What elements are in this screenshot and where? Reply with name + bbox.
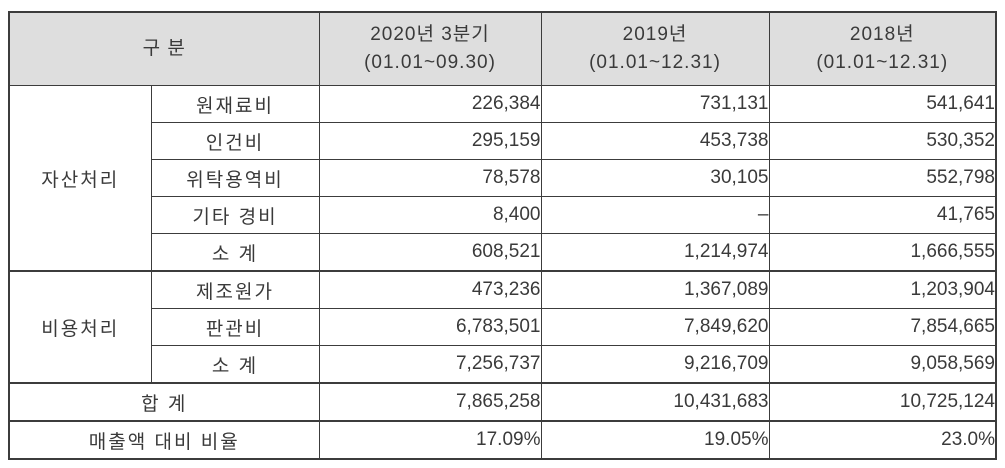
value-cell: 9,058,569: [768, 345, 997, 384]
value-cell: 1,214,974: [540, 233, 770, 272]
ratio-value-cell: 23.0%: [768, 420, 997, 460]
ratio-value-cell: 17.09%: [318, 420, 542, 460]
item-cell: 소 계: [150, 233, 320, 272]
period-title: 2018년: [849, 23, 915, 45]
total-value-cell: 10,725,124: [768, 382, 997, 422]
value-cell: 7,256,737: [318, 345, 542, 384]
header-period-2019: 2019년 (01.01~12.31): [540, 11, 770, 86]
value-cell: 9,216,709: [540, 345, 770, 384]
value-cell: 7,849,620: [540, 308, 770, 346]
table-header: 구 분 2020년 3분기 (01.01~09.30) 2019년 (01.01…: [8, 11, 997, 86]
header-period-2020: 2020년 3분기 (01.01~09.30): [318, 11, 542, 86]
table-row-subtotal: 소 계 7,256,737 9,216,709 9,058,569: [9, 345, 997, 384]
table-row: 비용처리 제조원가 473,236 1,367,089 1,203,904: [8, 270, 997, 384]
value-cell: 226,384: [318, 85, 542, 123]
period-range: (01.01~09.30): [364, 52, 496, 73]
table-row: 위탁용역비 78,578 30,105 552,798: [9, 159, 997, 197]
item-cell: 판관비: [150, 308, 320, 346]
total-value-cell: 7,865,258: [318, 382, 542, 422]
item-cell: 소 계: [150, 345, 320, 384]
value-cell: 41,765: [768, 196, 997, 234]
ratio-value-cell: 19.05%: [540, 420, 770, 460]
value-cell: 530,352: [768, 122, 997, 160]
header-category-label: 구 분: [142, 37, 186, 59]
item-cell: 기타 경비: [150, 196, 320, 234]
value-cell: 8,400: [318, 196, 542, 234]
item-cell: 원재료비: [150, 85, 320, 123]
item-cell: 위탁용역비: [150, 159, 320, 197]
value-cell: 1,666,555: [768, 233, 997, 272]
value-cell: 30,105: [540, 159, 770, 197]
value-cell: 473,236: [318, 270, 542, 309]
table-row-subtotal: 소 계 608,521 1,214,974 1,666,555: [9, 233, 997, 272]
value-cell: 731,131: [540, 85, 770, 123]
value-cell: 1,203,904: [768, 270, 997, 309]
value-cell: 295,159: [318, 122, 542, 160]
header-row: 구 분 2020년 3분기 (01.01~09.30) 2019년 (01.01…: [8, 11, 997, 86]
total-label-cell: 합 계: [8, 382, 320, 422]
ratio-label-cell: 매출액 대비 비율: [8, 420, 320, 460]
value-cell: 78,578: [318, 159, 542, 197]
header-period-2018: 2018년 (01.01~12.31): [768, 11, 997, 86]
item-cell: 제조원가: [150, 270, 320, 309]
value-cell: 552,798: [768, 159, 997, 197]
value-cell: 1,367,089: [540, 270, 770, 309]
table-body: 자산처리 원재료비 226,384 731,131 541,641 인건비 29…: [8, 85, 997, 460]
table-row: 자산처리 원재료비 226,384 731,131 541,641: [8, 85, 997, 272]
header-category: 구 분: [8, 11, 320, 86]
table-row-ratio: 매출액 대비 비율 17.09% 19.05% 23.0%: [8, 420, 997, 460]
period-range: (01.01~12.31): [816, 52, 949, 73]
table-row: 판관비 6,783,501 7,849,620 7,854,665: [9, 308, 997, 346]
period-title: 2020년 3분기: [370, 23, 490, 45]
table-row-total: 합 계 7,865,258 10,431,683 10,725,124: [8, 382, 997, 422]
value-cell: 7,854,665: [768, 308, 997, 346]
value-cell: 608,521: [318, 233, 542, 272]
table-row: 기타 경비 8,400 – 41,765: [9, 196, 997, 234]
value-cell: –: [540, 196, 770, 234]
item-cell: 인건비: [150, 122, 320, 160]
value-cell: 541,641: [768, 85, 997, 123]
table-row: 인건비 295,159 453,738 530,352: [9, 122, 997, 160]
cost-breakdown-table: 구 분 2020년 3분기 (01.01~09.30) 2019년 (01.01…: [8, 11, 997, 460]
period-title: 2019년: [622, 23, 688, 45]
value-cell: 453,738: [540, 122, 770, 160]
period-range: (01.01~12.31): [589, 52, 721, 73]
group-cell-expense: 비용처리: [8, 270, 152, 384]
value-cell: 6,783,501: [318, 308, 542, 346]
total-value-cell: 10,431,683: [540, 382, 770, 422]
group-cell-asset: 자산처리: [8, 85, 152, 272]
